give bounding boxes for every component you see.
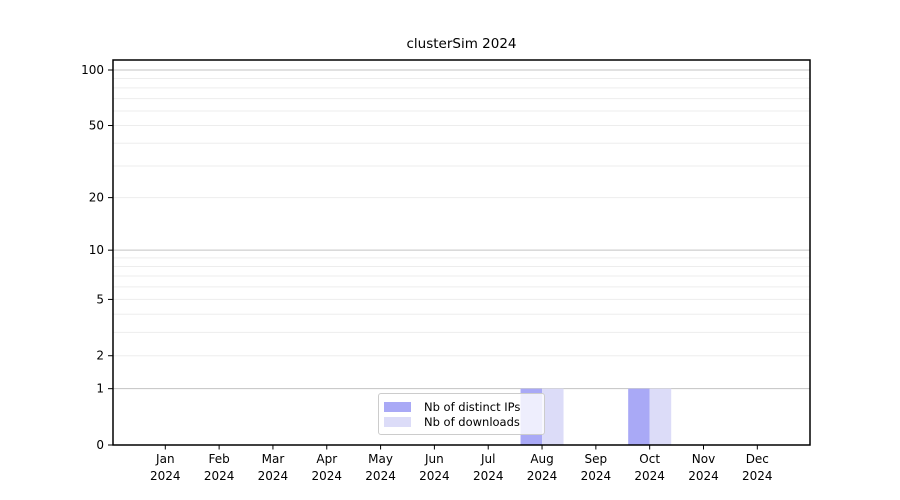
legend-label-downloads: Nb of downloads bbox=[424, 414, 520, 429]
y-tick-label: 2 bbox=[96, 349, 104, 363]
legend-label-distinct-ips: Nb of distinct IPs bbox=[424, 399, 521, 414]
x-tick-label-year: 2024 bbox=[258, 469, 289, 483]
x-tick-label-year: 2024 bbox=[527, 469, 558, 483]
legend-item-downloads: Nb of downloads bbox=[384, 414, 538, 429]
x-tick-label-month: Feb bbox=[208, 452, 229, 466]
y-tick-label: 0 bbox=[96, 438, 104, 452]
x-tick-label-year: 2024 bbox=[742, 469, 773, 483]
y-tick-label: 5 bbox=[96, 292, 104, 306]
x-tick-label-month: Nov bbox=[692, 452, 715, 466]
x-tick-label-month: Apr bbox=[316, 452, 337, 466]
plot-frame bbox=[112, 59, 811, 446]
x-tick-label-year: 2024 bbox=[419, 469, 450, 483]
x-tick-label-month: Jan bbox=[155, 452, 175, 466]
legend-swatch-downloads-icon bbox=[384, 416, 411, 427]
legend: Nb of distinct IPs Nb of downloads bbox=[378, 393, 545, 435]
x-tick-label-year: 2024 bbox=[581, 469, 612, 483]
x-tick-label-year: 2024 bbox=[204, 469, 235, 483]
y-tick-label: 20 bbox=[89, 191, 104, 205]
x-tick-label-year: 2024 bbox=[311, 469, 342, 483]
x-tick-label-month: Dec bbox=[746, 452, 769, 466]
legend-item-distinct-ips: Nb of distinct IPs bbox=[384, 399, 538, 414]
x-tick-label-year: 2024 bbox=[473, 469, 504, 483]
x-tick-label-month: Oct bbox=[639, 452, 660, 466]
x-tick-label-month: Jun bbox=[424, 452, 444, 466]
x-tick-label-month: Mar bbox=[262, 452, 285, 466]
y-tick-label: 10 bbox=[89, 243, 104, 257]
y-tick-label: 50 bbox=[89, 119, 104, 133]
x-tick-label-year: 2024 bbox=[150, 469, 181, 483]
x-tick-label-month: Jul bbox=[480, 452, 495, 466]
chart-title: clusterSim 2024 bbox=[406, 36, 517, 52]
x-tick-label-year: 2024 bbox=[365, 469, 396, 483]
x-tick-label-month: Aug bbox=[530, 452, 553, 466]
y-tick-label: 1 bbox=[96, 382, 104, 396]
x-tick-label-month: May bbox=[368, 452, 393, 466]
legend-swatch-distinct-ips-icon bbox=[384, 401, 411, 412]
x-tick-label-year: 2024 bbox=[688, 469, 719, 483]
x-tick-label-month: Sep bbox=[585, 452, 608, 466]
bar-nb-of-distinct-ips-oct-2024 bbox=[628, 388, 650, 445]
bar-nb-of-downloads-aug-2024 bbox=[542, 388, 564, 445]
y-tick-label: 100 bbox=[81, 63, 104, 77]
bar-nb-of-downloads-oct-2024 bbox=[649, 388, 672, 445]
x-tick-label-year: 2024 bbox=[634, 469, 665, 483]
